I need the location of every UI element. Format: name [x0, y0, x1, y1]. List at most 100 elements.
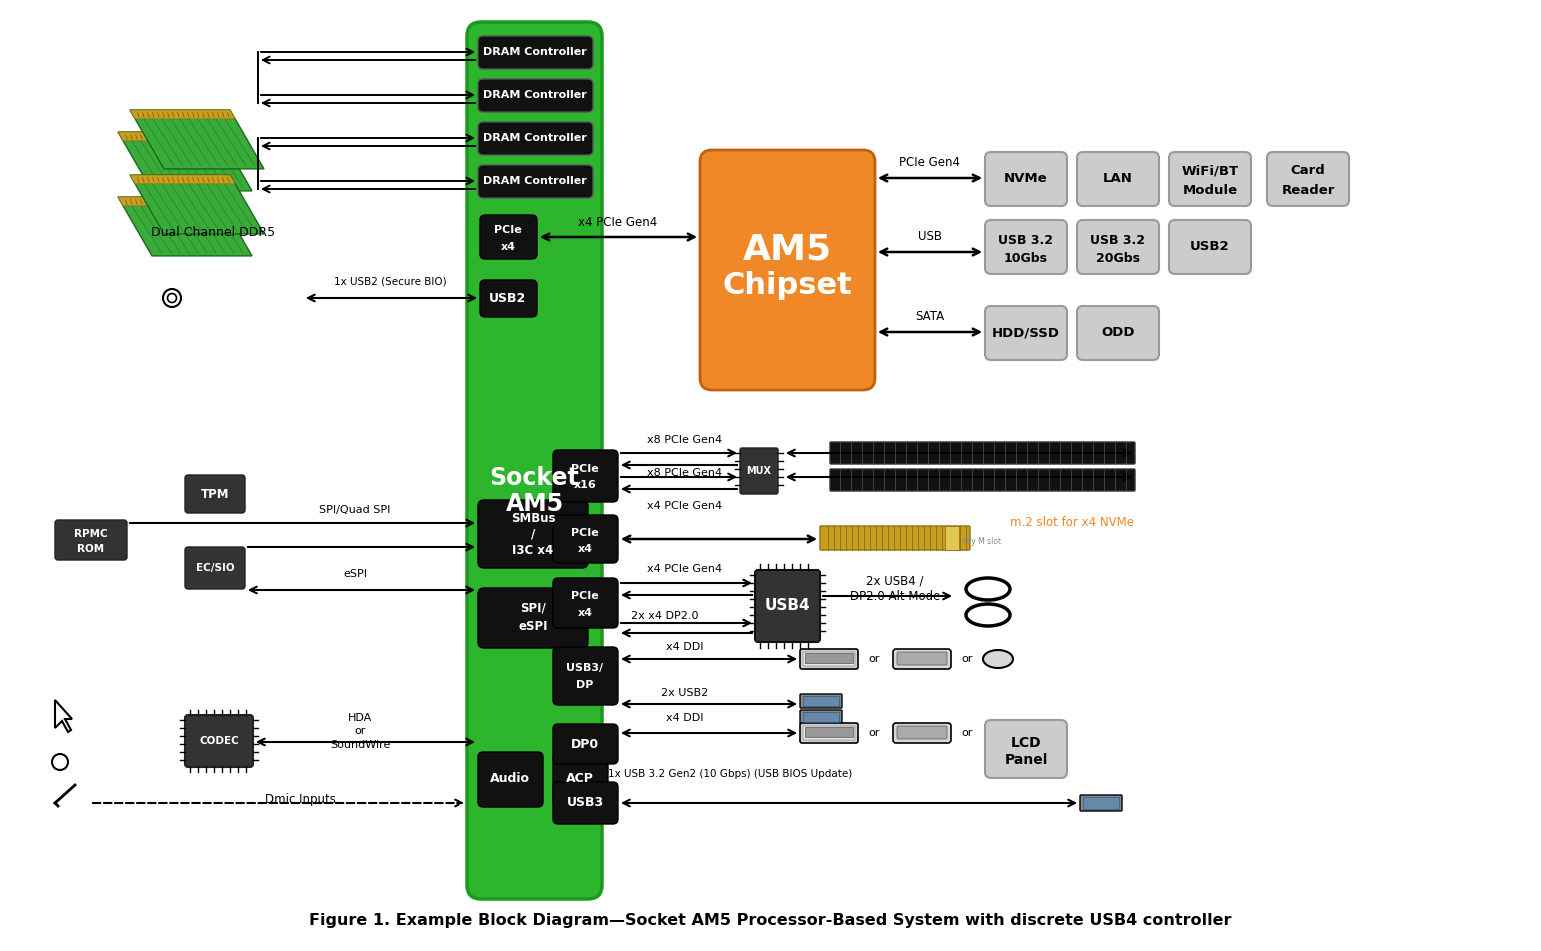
- FancyBboxPatch shape: [1077, 220, 1159, 274]
- Text: 1x USB 3.2 Gen2 (10 Gbps) (USB BIOS Update): 1x USB 3.2 Gen2 (10 Gbps) (USB BIOS Upda…: [607, 769, 852, 779]
- Bar: [804, 727, 854, 737]
- Text: x4 PCIe Gen4: x4 PCIe Gen4: [647, 501, 723, 511]
- Polygon shape: [119, 197, 223, 205]
- Text: Key M slot: Key M slot: [962, 537, 1002, 547]
- Text: Card: Card: [1291, 165, 1325, 178]
- FancyBboxPatch shape: [831, 469, 1136, 491]
- FancyBboxPatch shape: [1077, 306, 1159, 360]
- Text: DRAM Controller: DRAM Controller: [484, 90, 587, 100]
- Text: Chipset: Chipset: [723, 271, 852, 301]
- FancyBboxPatch shape: [831, 442, 1136, 464]
- Ellipse shape: [983, 650, 1012, 668]
- Text: USB 3.2: USB 3.2: [999, 234, 1054, 246]
- Text: Panel: Panel: [1005, 753, 1048, 767]
- FancyBboxPatch shape: [467, 22, 603, 899]
- Text: PCIe: PCIe: [495, 225, 522, 235]
- Text: TPM: TPM: [200, 488, 230, 500]
- Text: SPI/Quad SPI: SPI/Quad SPI: [319, 505, 391, 515]
- Text: or: or: [354, 726, 365, 736]
- FancyBboxPatch shape: [478, 36, 593, 69]
- FancyBboxPatch shape: [185, 547, 245, 589]
- FancyBboxPatch shape: [553, 647, 618, 705]
- Text: USB3/: USB3/: [567, 663, 604, 673]
- FancyBboxPatch shape: [803, 726, 855, 740]
- Polygon shape: [119, 132, 223, 141]
- Text: eSPI: eSPI: [344, 569, 367, 579]
- FancyBboxPatch shape: [479, 280, 536, 317]
- Text: DRAM Controller: DRAM Controller: [484, 133, 587, 143]
- Text: 2x USB2: 2x USB2: [661, 688, 709, 698]
- FancyBboxPatch shape: [479, 215, 536, 259]
- FancyBboxPatch shape: [553, 450, 618, 502]
- Text: AM5: AM5: [505, 492, 564, 516]
- FancyBboxPatch shape: [700, 150, 875, 390]
- FancyBboxPatch shape: [478, 588, 589, 648]
- FancyBboxPatch shape: [1267, 152, 1348, 206]
- Text: DP2.0 Alt Mode: DP2.0 Alt Mode: [849, 590, 940, 603]
- Text: 1x USB2 (Secure BIO): 1x USB2 (Secure BIO): [334, 277, 447, 287]
- Text: USB4: USB4: [764, 598, 811, 613]
- Text: x4: x4: [578, 544, 592, 554]
- Bar: [803, 712, 838, 722]
- FancyBboxPatch shape: [985, 720, 1066, 778]
- FancyBboxPatch shape: [892, 649, 951, 669]
- Text: ACP: ACP: [566, 772, 593, 786]
- FancyBboxPatch shape: [740, 448, 778, 494]
- Text: USB: USB: [918, 230, 942, 243]
- Text: PCIe: PCIe: [572, 464, 599, 474]
- FancyBboxPatch shape: [553, 752, 609, 807]
- Text: PCIe Gen4: PCIe Gen4: [900, 157, 960, 169]
- Bar: [803, 696, 838, 706]
- Text: SPI/: SPI/: [521, 601, 546, 614]
- FancyBboxPatch shape: [1170, 220, 1251, 274]
- Text: or: or: [962, 728, 972, 738]
- Polygon shape: [129, 110, 236, 119]
- Text: 10Gbs: 10Gbs: [1005, 251, 1048, 264]
- Text: ROM: ROM: [77, 544, 105, 554]
- FancyBboxPatch shape: [985, 220, 1066, 274]
- Bar: [1083, 797, 1119, 809]
- FancyBboxPatch shape: [897, 652, 948, 665]
- Text: x4 PCIe Gen4: x4 PCIe Gen4: [647, 564, 723, 574]
- FancyBboxPatch shape: [892, 723, 951, 743]
- Text: LAN: LAN: [1103, 172, 1133, 185]
- FancyBboxPatch shape: [803, 652, 855, 666]
- Text: 2x x4 DP2.0: 2x x4 DP2.0: [632, 611, 698, 621]
- FancyBboxPatch shape: [985, 306, 1066, 360]
- Text: PCIe: PCIe: [572, 591, 599, 601]
- Text: MUX: MUX: [746, 466, 772, 476]
- Text: SMBus: SMBus: [510, 513, 555, 526]
- FancyBboxPatch shape: [478, 500, 589, 568]
- Text: Module: Module: [1182, 184, 1237, 197]
- Bar: [945, 526, 959, 550]
- Text: /: /: [532, 528, 535, 540]
- FancyBboxPatch shape: [185, 475, 245, 513]
- Text: USB 3.2: USB 3.2: [1091, 234, 1145, 246]
- Text: RPMC: RPMC: [74, 529, 108, 539]
- Text: Dual Channel DDR5: Dual Channel DDR5: [151, 225, 274, 239]
- Text: PCIe: PCIe: [572, 528, 599, 538]
- Text: 20Gbs: 20Gbs: [1096, 251, 1140, 264]
- Text: DRAM Controller: DRAM Controller: [484, 176, 587, 186]
- Text: Reader: Reader: [1281, 184, 1335, 197]
- Text: x8 PCIe Gen4: x8 PCIe Gen4: [647, 468, 723, 478]
- Text: CODEC: CODEC: [199, 736, 239, 746]
- Bar: [804, 653, 854, 663]
- Text: LCD: LCD: [1011, 736, 1042, 750]
- FancyBboxPatch shape: [478, 122, 593, 155]
- Text: USB3: USB3: [567, 797, 604, 809]
- Text: DP: DP: [576, 680, 593, 690]
- FancyBboxPatch shape: [820, 526, 969, 550]
- Polygon shape: [119, 132, 253, 191]
- Text: x4 PCIe Gen4: x4 PCIe Gen4: [578, 216, 658, 228]
- FancyBboxPatch shape: [985, 152, 1066, 206]
- Text: HDD/SSD: HDD/SSD: [992, 326, 1060, 340]
- Text: eSPI: eSPI: [518, 619, 547, 632]
- FancyBboxPatch shape: [553, 724, 618, 764]
- Text: m.2 slot for x4 NVMe: m.2 slot for x4 NVMe: [1009, 515, 1134, 529]
- Text: WiFi/BT: WiFi/BT: [1182, 165, 1239, 178]
- Text: USB2: USB2: [490, 292, 527, 304]
- FancyBboxPatch shape: [897, 726, 948, 739]
- Text: Audio: Audio: [490, 772, 530, 786]
- Text: or: or: [868, 728, 880, 738]
